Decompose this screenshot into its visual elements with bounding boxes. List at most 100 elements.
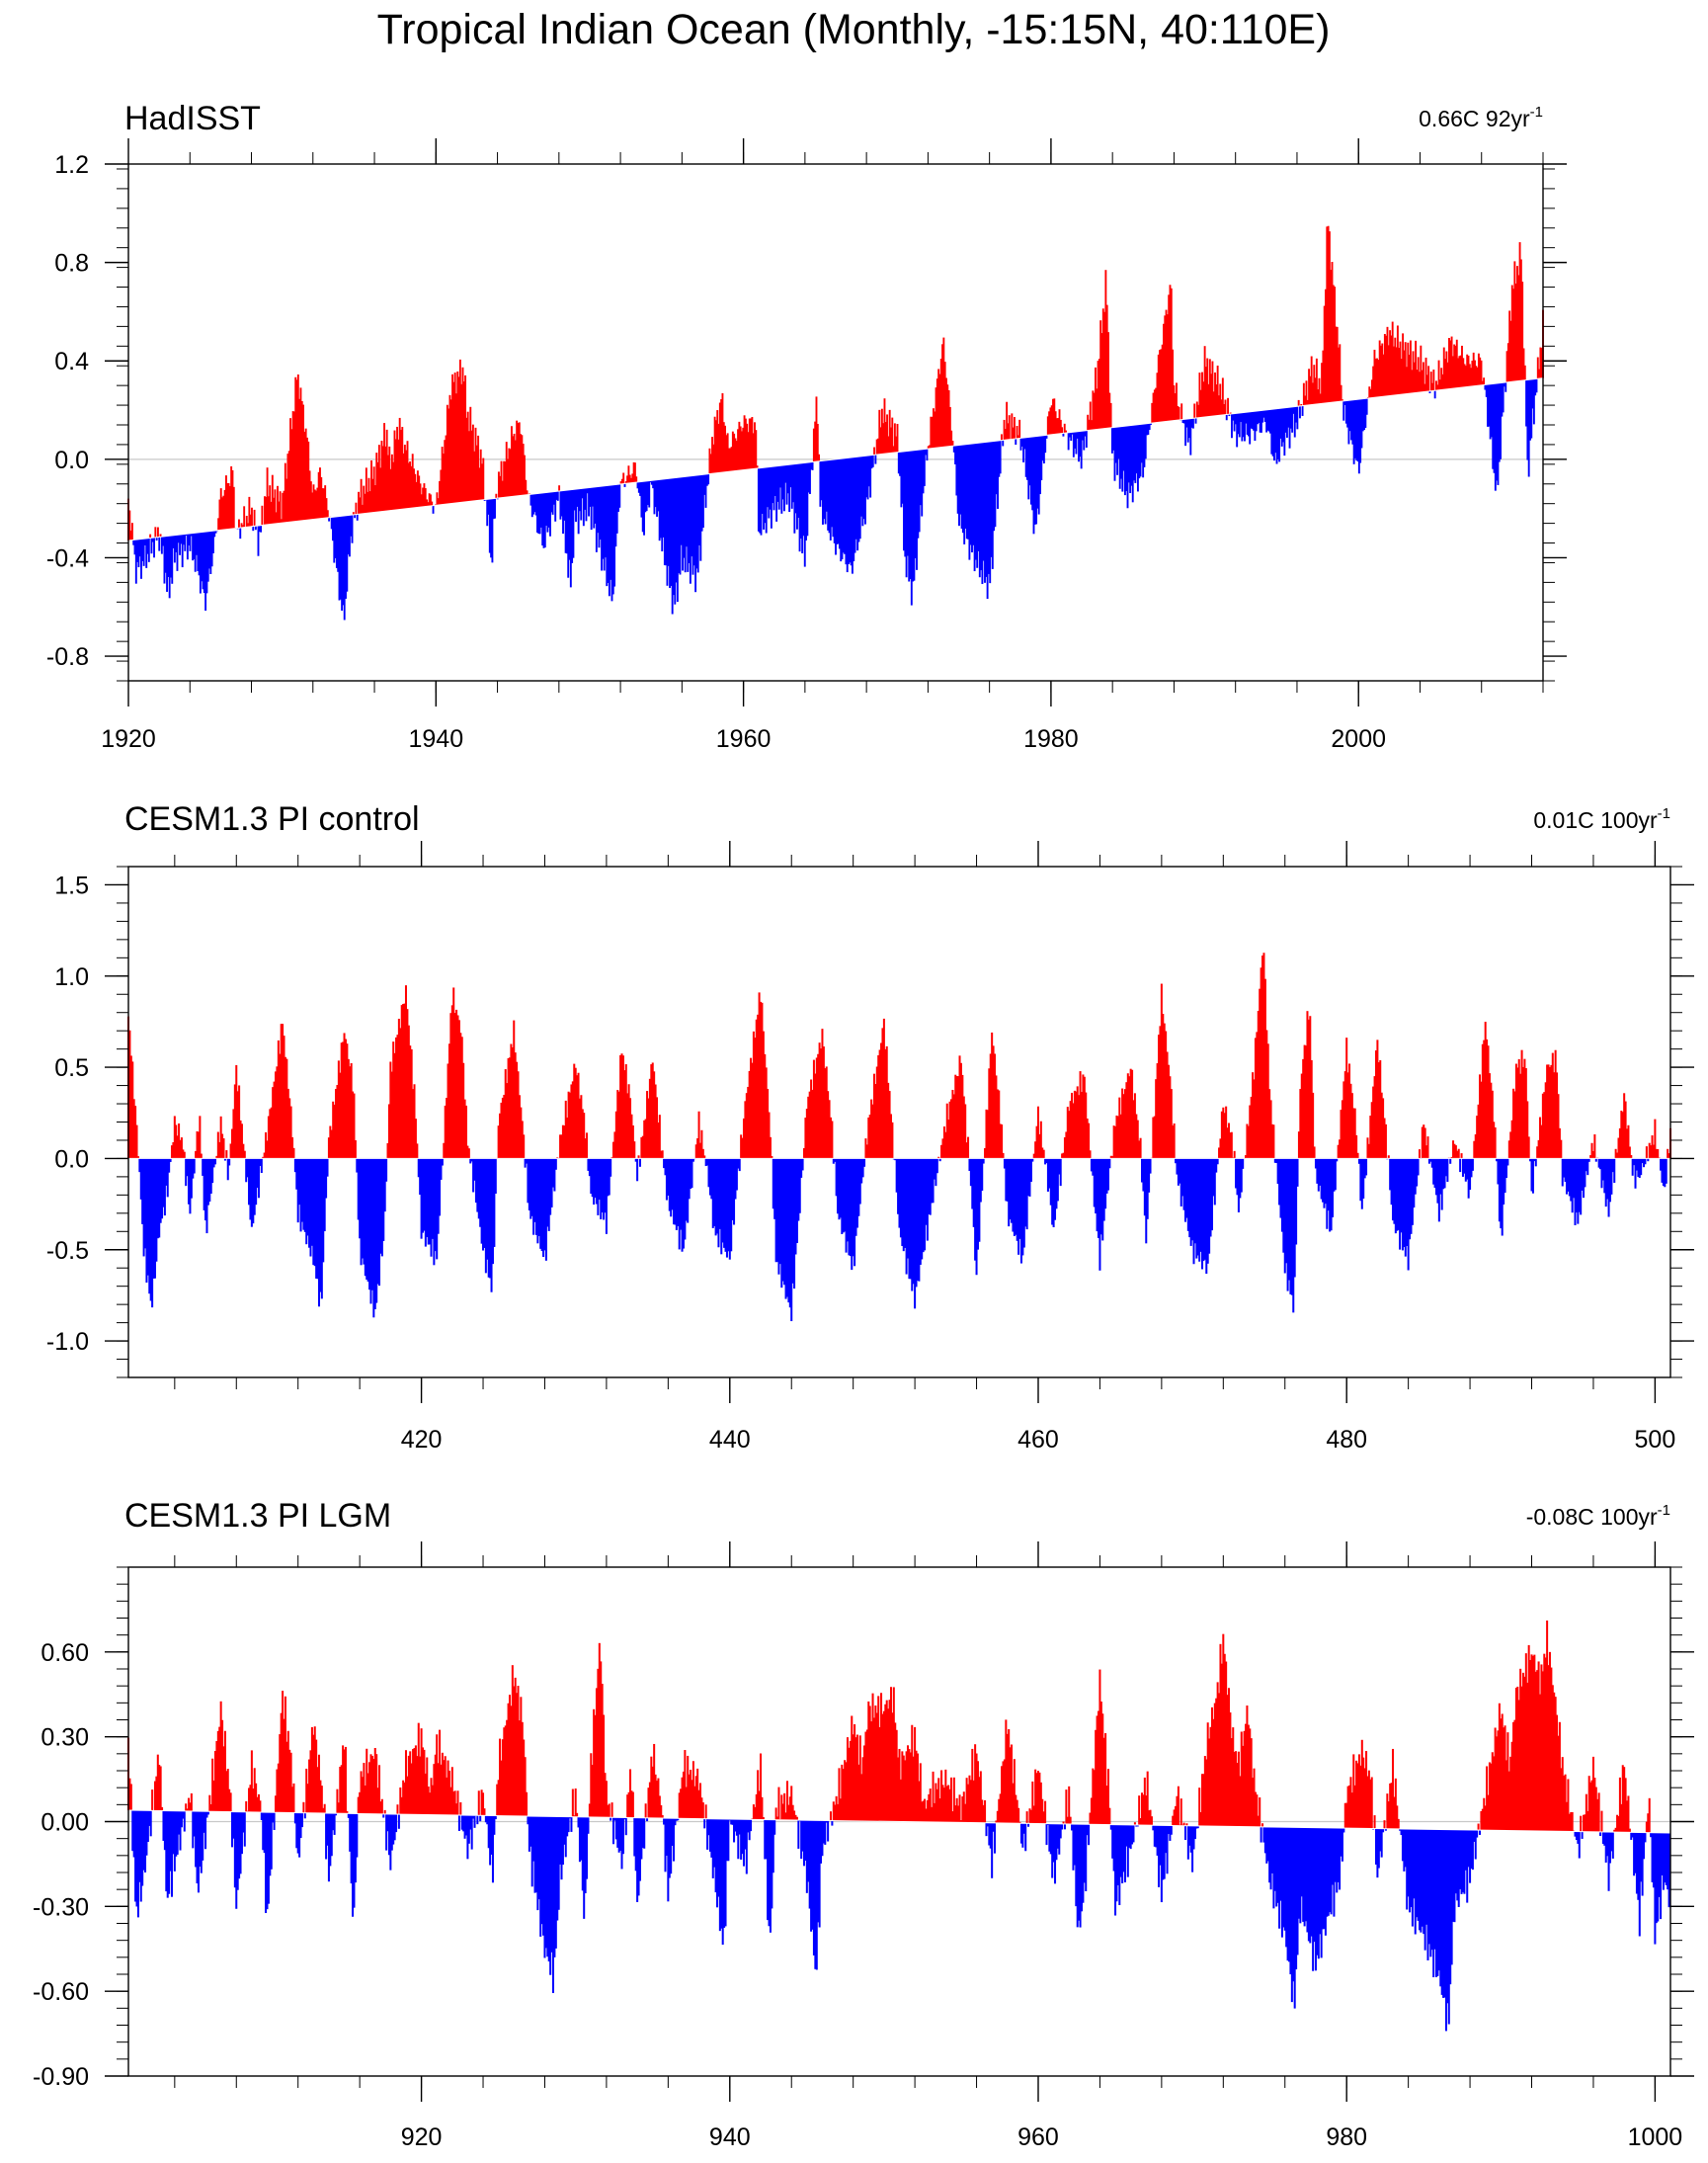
positive-anomaly-bar: [1122, 1094, 1125, 1159]
positive-anomaly-bar: [447, 1063, 449, 1159]
positive-anomaly-bar: [1383, 1820, 1386, 1829]
positive-anomaly-bar: [1211, 361, 1214, 417]
positive-anomaly-bar: [630, 1790, 633, 1818]
positive-anomaly-bar: [996, 1810, 999, 1823]
positive-anomaly-bar: [1135, 1114, 1138, 1159]
negative-anomaly-bar: [845, 1158, 848, 1253]
positive-anomaly-bar: [764, 1053, 767, 1159]
negative-anomaly-bar: [259, 1158, 262, 1166]
positive-anomaly-bar: [1424, 357, 1427, 392]
positive-anomaly-bar: [1454, 1145, 1457, 1159]
negative-anomaly-bar: [700, 474, 703, 532]
negative-anomaly-bar: [1193, 1825, 1196, 1840]
negative-anomaly-bar: [182, 1810, 185, 1819]
negative-anomaly-bar: [1407, 1829, 1410, 1897]
negative-anomaly-bar: [1251, 411, 1254, 430]
y-tick-label: 0.5: [54, 1054, 89, 1082]
negative-anomaly-bar: [203, 1158, 205, 1210]
positive-anomaly-bar: [698, 1142, 701, 1159]
negative-anomaly-bar: [1330, 1827, 1333, 1915]
negative-anomaly-bar: [584, 487, 587, 510]
negative-anomaly-bar: [681, 1158, 684, 1252]
positive-anomaly-bar: [1321, 363, 1324, 404]
negative-anomaly-bar: [1144, 423, 1147, 459]
positive-anomaly-bar: [357, 1796, 360, 1814]
negative-anomaly-bar: [302, 1158, 305, 1230]
negative-anomaly-bar: [1604, 1831, 1607, 1863]
negative-anomaly-bar: [1241, 412, 1244, 442]
negative-anomaly-bar: [1498, 1158, 1501, 1222]
negative-anomaly-bar: [162, 1810, 165, 1841]
negative-anomaly-bar: [1531, 1158, 1534, 1194]
negative-anomaly-bar: [1529, 1158, 1532, 1162]
positive-anomaly-bar: [709, 454, 712, 474]
positive-anomaly-bar: [762, 1816, 765, 1820]
positive-anomaly-bar: [1166, 1051, 1169, 1159]
positive-anomaly-bar: [159, 1766, 162, 1811]
negative-anomaly-bar: [735, 1158, 738, 1191]
positive-anomaly-bar: [161, 1806, 164, 1811]
positive-anomaly-bar: [1648, 1142, 1651, 1159]
positive-anomaly-bar: [1266, 1043, 1269, 1159]
negative-anomaly-bar: [811, 461, 814, 470]
positive-anomaly-bar: [767, 1088, 770, 1159]
positive-anomaly-bar: [219, 1701, 222, 1812]
negative-anomaly-bar: [1411, 1829, 1414, 1927]
negative-anomaly-bar: [347, 1813, 350, 1818]
positive-anomaly-bar: [1470, 368, 1473, 387]
negative-anomaly-bar: [1158, 1825, 1161, 1887]
positive-anomaly-bar: [445, 435, 447, 505]
negative-anomaly-bar: [484, 1815, 487, 1823]
negative-anomaly-bar: [490, 498, 493, 558]
negative-anomaly-bar: [145, 1158, 148, 1284]
positive-anomaly-bar: [685, 1787, 688, 1819]
positive-anomaly-bar: [523, 1739, 526, 1816]
panel-hadisst: HadISST 0.66C 92yr-1 -0.8-0.40.00.40.81.…: [46, 100, 1567, 753]
positive-anomaly-bar: [516, 1693, 519, 1816]
positive-anomaly-bar: [1517, 275, 1520, 381]
negative-anomaly-bar: [1292, 1827, 1295, 1982]
negative-anomaly-bar: [1055, 1823, 1058, 1861]
positive-anomaly-bar: [1589, 1782, 1592, 1832]
negative-anomaly-bar: [1578, 1831, 1581, 1859]
positive-anomaly-bar: [594, 1714, 597, 1817]
negative-anomaly-bar: [692, 475, 695, 566]
negative-anomaly-bar: [1019, 1158, 1022, 1264]
positive-anomaly-bar: [607, 1804, 610, 1818]
positive-anomaly-bar: [1093, 1770, 1096, 1825]
positive-anomaly-bar: [523, 1134, 526, 1159]
positive-anomaly-bar: [1590, 1780, 1593, 1832]
negative-anomaly-bar: [258, 525, 261, 533]
positive-anomaly-bar: [1304, 395, 1307, 406]
negative-anomaly-bar: [534, 1816, 537, 1893]
negative-anomaly-bar: [964, 444, 967, 529]
negative-anomaly-bar: [298, 1158, 301, 1206]
positive-anomaly-bar: [1247, 1724, 1250, 1827]
positive-anomaly-bar: [404, 985, 407, 1159]
positive-anomaly-bar: [1012, 1783, 1015, 1824]
negative-anomaly-bar: [925, 1158, 928, 1225]
positive-anomaly-bar: [1450, 336, 1453, 389]
positive-anomaly-bar: [390, 454, 393, 511]
positive-anomaly-bar: [1421, 370, 1423, 392]
negative-anomaly-bar: [204, 532, 207, 611]
positive-anomaly-bar: [473, 451, 476, 501]
negative-anomaly-bar: [1406, 1829, 1409, 1910]
positive-anomaly-bar: [1550, 1667, 1553, 1832]
negative-anomaly-bar: [805, 1820, 808, 1893]
positive-anomaly-bar: [1107, 332, 1109, 429]
negative-anomaly-bar: [999, 440, 1002, 474]
positive-anomaly-bar: [1547, 1665, 1550, 1832]
positive-anomaly-bar: [898, 1748, 901, 1822]
negative-anomaly-bar: [1407, 1158, 1410, 1271]
positive-anomaly-bar: [276, 1066, 279, 1159]
positive-anomaly-bar: [215, 1740, 218, 1812]
negative-anomaly-bar: [808, 1820, 811, 1909]
positive-anomaly-bar: [1332, 285, 1335, 403]
positive-anomaly-bar: [624, 1064, 627, 1159]
positive-anomaly-bar: [397, 1019, 400, 1159]
positive-anomaly-bar: [1205, 1759, 1208, 1827]
positive-anomaly-bar: [360, 478, 363, 514]
negative-anomaly-bar: [926, 1158, 929, 1241]
negative-anomaly-bar: [646, 1817, 649, 1822]
